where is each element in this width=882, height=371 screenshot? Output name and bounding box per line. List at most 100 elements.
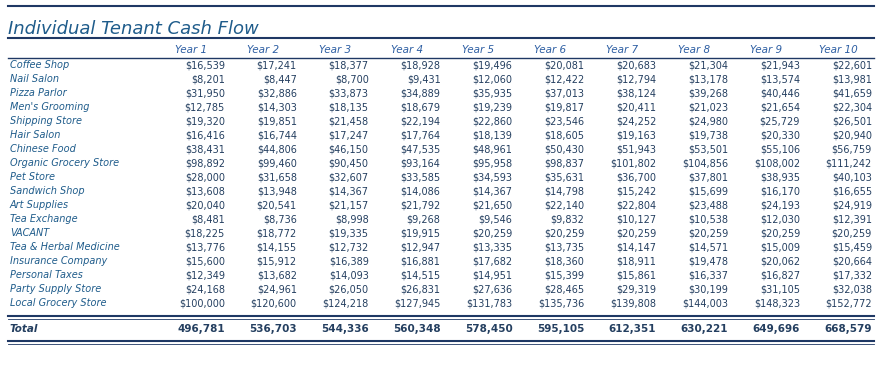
Text: $15,912: $15,912 — [257, 256, 297, 266]
Text: $21,157: $21,157 — [328, 200, 369, 210]
Text: $39,268: $39,268 — [688, 88, 729, 98]
Text: $26,050: $26,050 — [329, 284, 369, 294]
Text: $17,682: $17,682 — [473, 256, 512, 266]
Text: $19,817: $19,817 — [544, 102, 585, 112]
Text: $120,600: $120,600 — [250, 298, 297, 308]
Text: 536,703: 536,703 — [250, 324, 297, 334]
Text: Chinese Food: Chinese Food — [10, 144, 76, 154]
Text: $21,792: $21,792 — [400, 200, 441, 210]
Text: $135,736: $135,736 — [538, 298, 585, 308]
Text: $24,980: $24,980 — [688, 116, 729, 126]
Text: $139,808: $139,808 — [610, 298, 656, 308]
Text: $20,259: $20,259 — [544, 228, 585, 238]
Text: Year 10: Year 10 — [818, 45, 857, 55]
Text: $152,772: $152,772 — [826, 298, 872, 308]
Text: $14,798: $14,798 — [544, 186, 585, 196]
Text: $17,332: $17,332 — [832, 270, 872, 280]
Text: $15,459: $15,459 — [832, 242, 872, 252]
Text: $33,585: $33,585 — [400, 172, 441, 182]
Text: $19,320: $19,320 — [185, 116, 225, 126]
Text: $18,911: $18,911 — [617, 256, 656, 266]
Text: $19,239: $19,239 — [473, 102, 512, 112]
Text: $95,958: $95,958 — [473, 158, 512, 168]
Text: $8,201: $8,201 — [191, 74, 225, 84]
Text: Total: Total — [10, 324, 39, 334]
Text: $16,170: $16,170 — [760, 186, 800, 196]
Text: $10,127: $10,127 — [617, 214, 656, 224]
Text: Organic Grocery Store: Organic Grocery Store — [10, 158, 119, 168]
Text: Individual Tenant Cash Flow: Individual Tenant Cash Flow — [8, 20, 258, 38]
Text: $14,515: $14,515 — [400, 270, 441, 280]
Text: $51,943: $51,943 — [617, 144, 656, 154]
Text: $55,106: $55,106 — [760, 144, 800, 154]
Text: $17,247: $17,247 — [328, 130, 369, 140]
Text: $17,764: $17,764 — [400, 130, 441, 140]
Text: $131,783: $131,783 — [467, 298, 512, 308]
Text: $98,892: $98,892 — [185, 158, 225, 168]
Text: $15,399: $15,399 — [544, 270, 585, 280]
Text: $8,998: $8,998 — [335, 214, 369, 224]
Text: $90,450: $90,450 — [329, 158, 369, 168]
Text: $15,242: $15,242 — [616, 186, 656, 196]
Text: $20,040: $20,040 — [185, 200, 225, 210]
Text: $40,103: $40,103 — [832, 172, 872, 182]
Text: Year 8: Year 8 — [678, 45, 710, 55]
Text: $23,488: $23,488 — [688, 200, 729, 210]
Text: $24,168: $24,168 — [185, 284, 225, 294]
Text: $46,150: $46,150 — [329, 144, 369, 154]
Text: $35,631: $35,631 — [544, 172, 585, 182]
Text: $16,827: $16,827 — [760, 270, 800, 280]
Text: $28,000: $28,000 — [185, 172, 225, 182]
Text: $22,304: $22,304 — [832, 102, 872, 112]
Text: $19,915: $19,915 — [400, 228, 441, 238]
Text: $14,093: $14,093 — [329, 270, 369, 280]
Text: $148,323: $148,323 — [754, 298, 800, 308]
Text: $13,574: $13,574 — [760, 74, 800, 84]
Text: $12,030: $12,030 — [760, 214, 800, 224]
Text: $20,541: $20,541 — [257, 200, 297, 210]
Text: Sandwich Shop: Sandwich Shop — [10, 186, 85, 196]
Text: $12,349: $12,349 — [185, 270, 225, 280]
Text: $22,140: $22,140 — [544, 200, 585, 210]
Text: $99,460: $99,460 — [257, 158, 297, 168]
Text: Coffee Shop: Coffee Shop — [10, 60, 70, 70]
Text: $26,831: $26,831 — [400, 284, 441, 294]
Text: Year 6: Year 6 — [534, 45, 566, 55]
Text: $8,447: $8,447 — [263, 74, 297, 84]
Text: $48,961: $48,961 — [473, 144, 512, 154]
Text: $32,038: $32,038 — [832, 284, 872, 294]
Text: $41,659: $41,659 — [832, 88, 872, 98]
Text: $13,735: $13,735 — [544, 242, 585, 252]
Text: $144,003: $144,003 — [682, 298, 729, 308]
Text: 595,105: 595,105 — [537, 324, 585, 334]
Text: Party Supply Store: Party Supply Store — [10, 284, 101, 294]
Text: Hair Salon: Hair Salon — [10, 130, 60, 140]
Text: Nail Salon: Nail Salon — [10, 74, 59, 84]
Text: $22,194: $22,194 — [400, 116, 441, 126]
Text: $22,860: $22,860 — [473, 116, 512, 126]
Text: $18,928: $18,928 — [400, 60, 441, 70]
Text: 630,221: 630,221 — [681, 324, 729, 334]
Text: $18,377: $18,377 — [329, 60, 369, 70]
Text: $16,744: $16,744 — [257, 130, 297, 140]
Text: $127,945: $127,945 — [394, 298, 441, 308]
Text: $9,431: $9,431 — [407, 74, 441, 84]
Text: $12,947: $12,947 — [400, 242, 441, 252]
Text: $18,225: $18,225 — [184, 228, 225, 238]
Text: $24,252: $24,252 — [616, 116, 656, 126]
Text: $38,431: $38,431 — [185, 144, 225, 154]
Text: $18,772: $18,772 — [257, 228, 297, 238]
Text: $98,837: $98,837 — [544, 158, 585, 168]
Text: $111,242: $111,242 — [826, 158, 872, 168]
Text: $20,259: $20,259 — [616, 228, 656, 238]
Text: $14,571: $14,571 — [688, 242, 729, 252]
Text: $35,935: $35,935 — [473, 88, 512, 98]
Text: $124,218: $124,218 — [323, 298, 369, 308]
Text: $24,193: $24,193 — [760, 200, 800, 210]
Text: $29,319: $29,319 — [617, 284, 656, 294]
Text: 668,579: 668,579 — [825, 324, 872, 334]
Text: Art Supplies: Art Supplies — [10, 200, 69, 210]
Text: $19,496: $19,496 — [473, 60, 512, 70]
Text: $56,759: $56,759 — [832, 144, 872, 154]
Text: $16,539: $16,539 — [185, 60, 225, 70]
